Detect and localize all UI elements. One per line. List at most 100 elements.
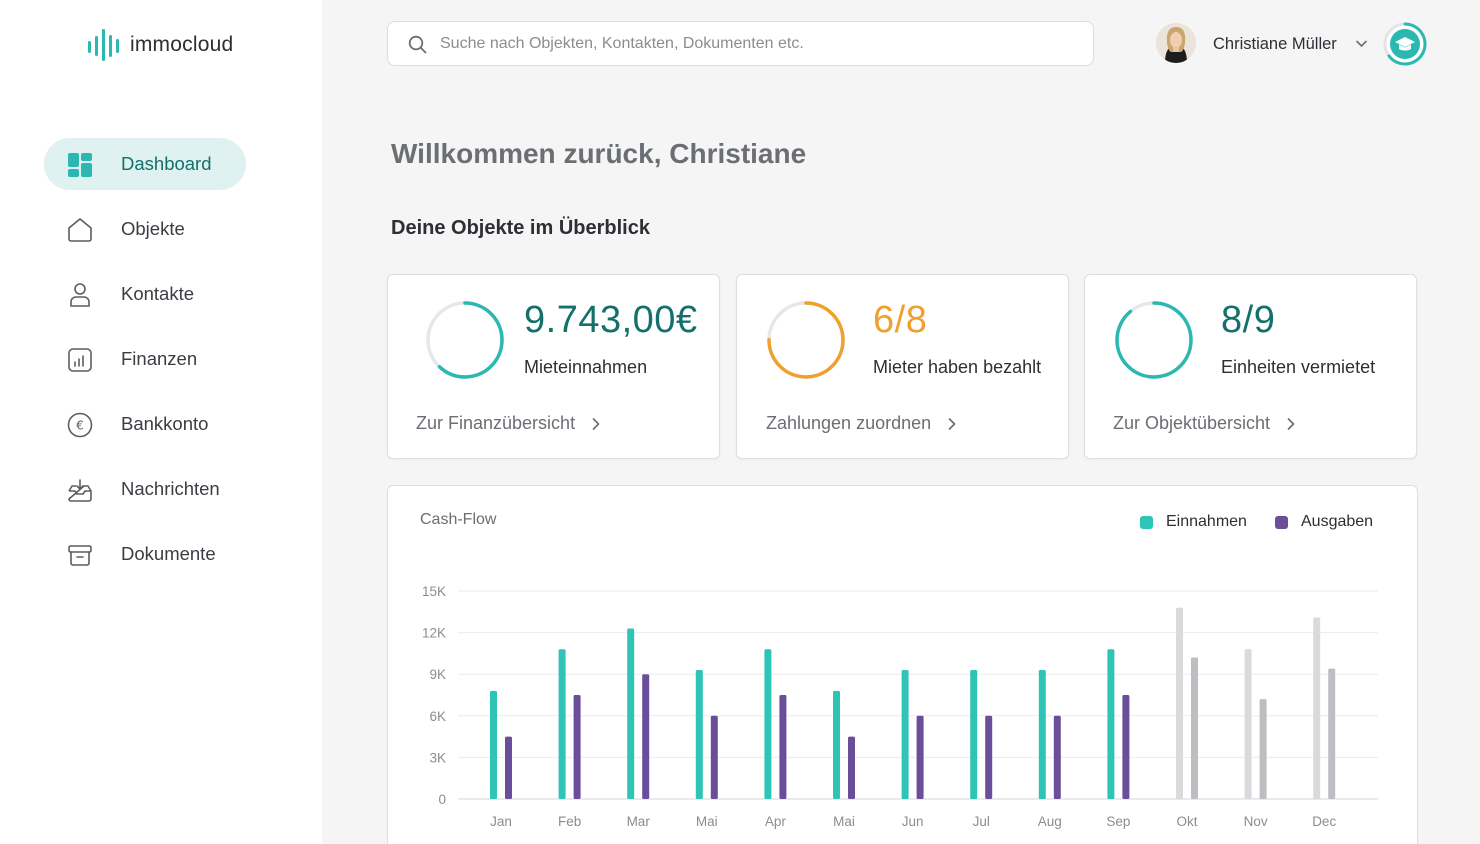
finance-overview-link[interactable]: Zur Finanzübersicht (416, 413, 601, 434)
link-label: Zur Finanzübersicht (416, 413, 576, 433)
x-tick-label: Feb (558, 814, 581, 829)
y-tick-label: 15K (422, 584, 446, 599)
bar-einnahmen[interactable] (1107, 649, 1115, 799)
card-value: 9.743,00€ (524, 299, 698, 341)
bar-ausgaben[interactable] (1191, 657, 1198, 799)
euro-icon: € (67, 412, 93, 438)
card-label: Mieteinnahmen (524, 357, 648, 377)
chevron-down-icon[interactable] (1355, 37, 1368, 50)
card-value: 8/9 (1221, 299, 1276, 341)
card-units-rented: 8/9 Einheiten vermietet Zur Objektübersi… (1084, 274, 1417, 459)
x-tick-label: Mai (833, 814, 855, 829)
progress-ring-fill (426, 301, 504, 379)
bar-ausgaben[interactable] (505, 736, 512, 799)
bar-ausgaben[interactable] (1122, 695, 1130, 799)
y-tick-label: 6K (429, 709, 446, 724)
inbox-icon (68, 479, 92, 502)
progress-ring-fill (767, 301, 845, 379)
bar-ausgaben[interactable] (642, 674, 650, 799)
y-tick-label: 9K (429, 667, 446, 682)
bar-einnahmen[interactable] (695, 670, 703, 799)
bar-einnahmen[interactable] (833, 690, 840, 799)
page-title: Willkommen zurück, Christiane (391, 138, 807, 169)
y-tick-label: 3K (429, 750, 446, 765)
legend-swatch (1140, 515, 1153, 529)
legend-swatch (1275, 515, 1288, 529)
sidebar-item-nachrichten[interactable]: Nachrichten (44, 463, 246, 515)
sidebar-item-label: Nachrichten (121, 478, 220, 499)
sidebar-item-dokumente[interactable]: Dokumente (44, 528, 246, 580)
person-icon (70, 283, 90, 307)
sidebar-item-label: Dokumente (121, 543, 216, 564)
bar-ausgaben[interactable] (710, 715, 718, 799)
sidebar: immocloud Dashboard Objekte Kontakte (0, 0, 322, 844)
bar-ausgaben[interactable] (1053, 715, 1061, 799)
bar-einnahmen[interactable] (490, 690, 497, 799)
x-tick-label: Nov (1244, 814, 1268, 829)
bar-einnahmen[interactable] (1038, 670, 1046, 799)
bar-einnahmen[interactable] (901, 670, 909, 799)
card-label: Einheiten vermietet (1221, 357, 1376, 377)
bar-ausgaben[interactable] (848, 736, 855, 799)
chevron-right-icon (1287, 417, 1295, 430)
sidebar-item-objekte[interactable]: Objekte (44, 203, 246, 255)
y-tick-label: 12K (422, 626, 446, 641)
sidebar-item-kontakte[interactable]: Kontakte (44, 268, 246, 320)
search-icon (408, 35, 427, 54)
x-tick-label: Mar (627, 814, 651, 829)
x-tick-label: Sep (1106, 814, 1130, 829)
bar-einnahmen[interactable] (970, 670, 978, 799)
finance-chart-icon (68, 348, 92, 372)
archive-icon (68, 545, 92, 566)
x-tick-label: Jan (490, 814, 512, 829)
assign-payments-link[interactable]: Zahlungen zuordnen (766, 413, 957, 434)
bar-einnahmen[interactable] (764, 649, 772, 799)
bar-ausgaben[interactable] (916, 715, 924, 799)
logo-text: immocloud (130, 33, 234, 56)
x-tick-label: Apr (765, 814, 787, 829)
search-box (387, 21, 1094, 66)
progress-ring (767, 301, 845, 379)
section-title: Deine Objekte im Überblick (391, 217, 650, 239)
x-tick-label: Aug (1038, 814, 1062, 829)
bar-einnahmen[interactable] (1244, 649, 1252, 799)
academy-progress-icon[interactable] (1383, 22, 1427, 66)
x-tick-label: Mai (696, 814, 718, 829)
progress-ring (1115, 301, 1193, 379)
y-tick-label: 0 (438, 792, 446, 807)
bar-einnahmen[interactable] (1176, 607, 1183, 799)
sidebar-item-dashboard[interactable]: Dashboard (44, 138, 246, 190)
bar-einnahmen[interactable] (558, 649, 566, 799)
sidebar-item-bankkonto[interactable]: € Bankkonto (44, 398, 246, 450)
bar-ausgaben[interactable] (573, 695, 581, 799)
legend-label: Ausgaben (1301, 513, 1374, 530)
bar-ausgaben[interactable] (1328, 668, 1336, 799)
property-overview-link[interactable]: Zur Objektübersicht (1113, 413, 1296, 434)
bar-einnahmen[interactable] (627, 628, 635, 799)
chart-title: Cash-Flow (420, 511, 497, 528)
legend-expenses[interactable]: Ausgaben (1275, 513, 1373, 531)
sidebar-item-label: Dashboard (121, 153, 212, 174)
sidebar-item-label: Kontakte (121, 283, 195, 304)
card-label: Mieter haben bezahlt (873, 357, 1042, 377)
bar-ausgaben[interactable] (985, 715, 993, 799)
legend-income[interactable]: Einnahmen (1140, 513, 1247, 531)
logo[interactable]: immocloud (86, 28, 233, 62)
bar-ausgaben[interactable] (1259, 699, 1267, 799)
sidebar-item-finanzen[interactable]: Finanzen (44, 333, 246, 385)
link-label: Zur Objektübersicht (1113, 413, 1271, 433)
bar-einnahmen[interactable] (1313, 617, 1321, 799)
card-tenants-paid: 6/8 Mieter haben bezahlt Zahlungen zuord… (736, 274, 1069, 459)
legend-label: Einnahmen (1166, 513, 1247, 530)
chevron-right-icon (948, 417, 956, 430)
x-tick-label: Okt (1176, 814, 1197, 829)
dashboard-icon (68, 153, 92, 177)
chevron-right-icon (592, 417, 600, 430)
avatar[interactable] (1156, 23, 1196, 63)
user-menu[interactable]: Christiane Müller (1156, 23, 1367, 63)
x-tick-label: Dec (1312, 814, 1336, 829)
bar-ausgaben[interactable] (779, 695, 787, 799)
sidebar-item-label: Objekte (121, 218, 185, 239)
progress-ring-fill (1115, 301, 1193, 379)
search-input[interactable] (440, 31, 1060, 57)
